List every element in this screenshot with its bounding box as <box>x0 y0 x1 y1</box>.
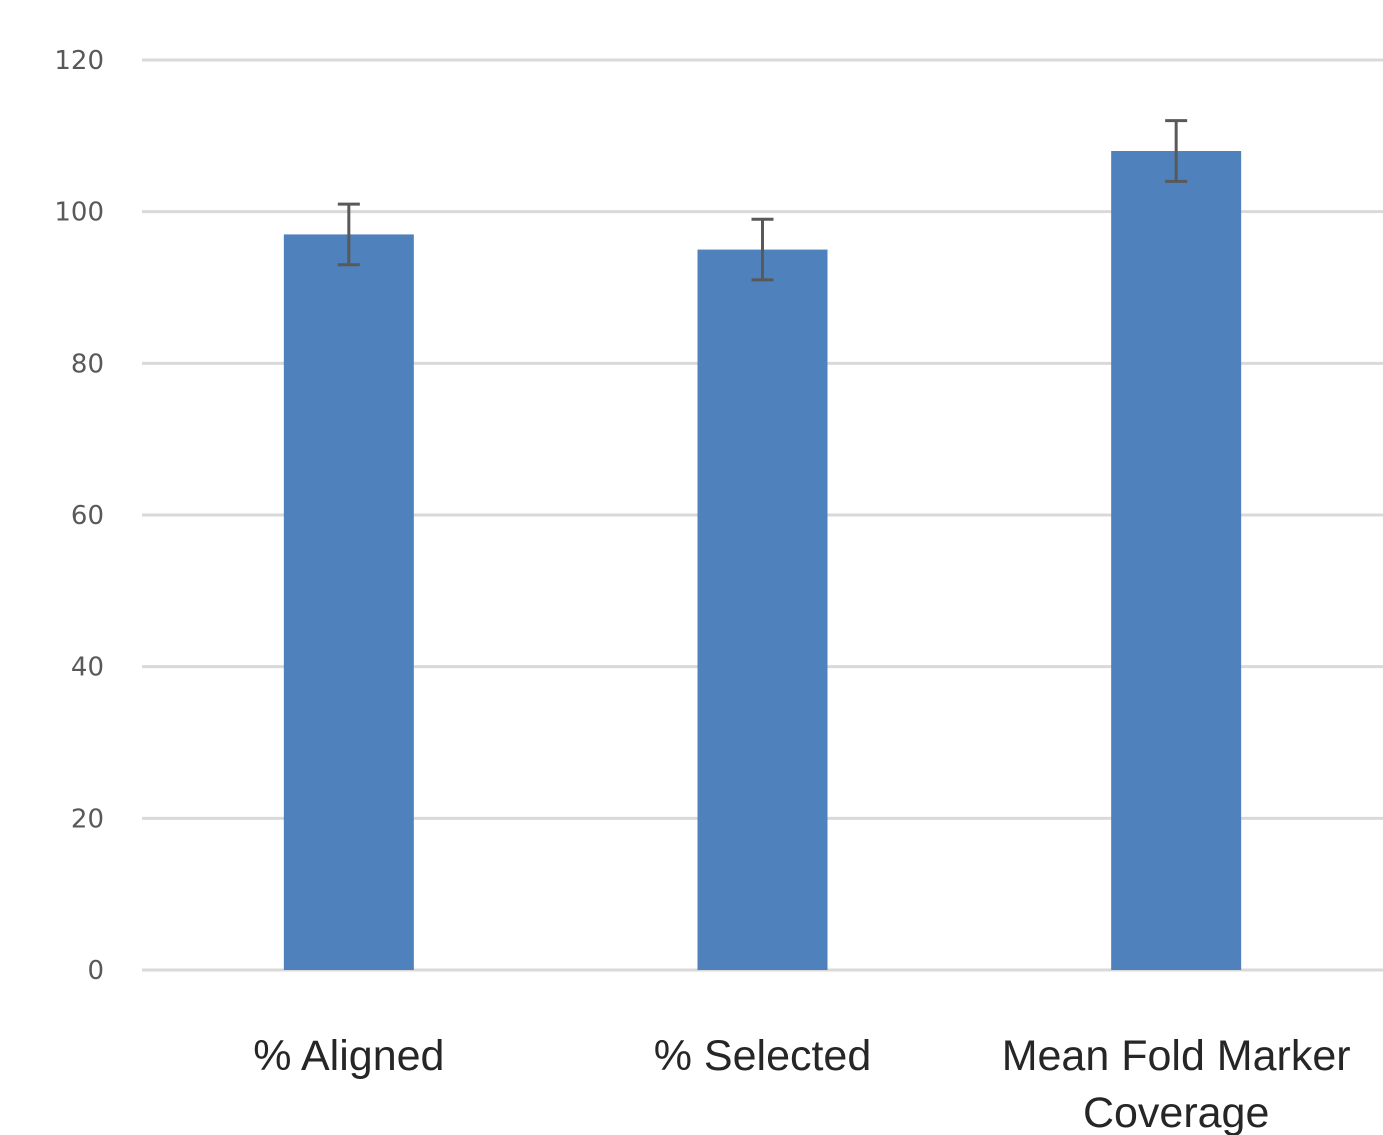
x-category-label: Coverage <box>1083 1089 1269 1135</box>
y-tick-label: 40 <box>71 653 104 683</box>
y-tick-label: 60 <box>71 501 104 531</box>
y-tick-label: 80 <box>71 349 104 379</box>
bars <box>283 151 1242 971</box>
x-category-label: % Selected <box>654 1032 872 1080</box>
error-bars <box>337 119 1188 282</box>
y-axis-tick-labels: 0 20 40 60 80 100 120 <box>54 46 104 986</box>
x-category-label: Mean Fold Marker <box>1002 1032 1351 1080</box>
y-tick-label: 100 <box>54 198 104 228</box>
x-category-label: % Aligned <box>253 1032 444 1080</box>
y-tick-label: 0 <box>87 956 104 986</box>
x-axis-category-labels: % Aligned % Selected Mean Fold Marker Cover… <box>253 1032 1350 1135</box>
bar <box>283 234 414 970</box>
y-tick-label: 20 <box>71 804 104 834</box>
bar <box>1111 151 1242 970</box>
bar <box>697 249 828 971</box>
y-tick-label: 120 <box>54 46 104 76</box>
